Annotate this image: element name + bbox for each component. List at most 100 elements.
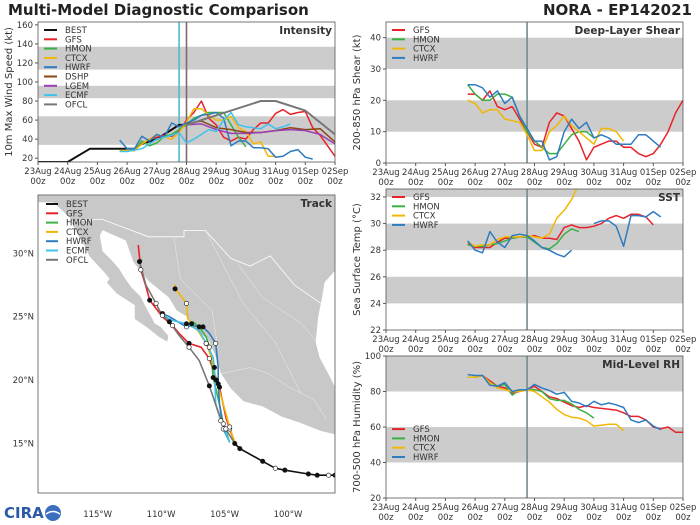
- land-mexico-us: [38, 195, 335, 436]
- series-line-hmon: [467, 84, 595, 155]
- x-tick-hour: 00z: [298, 177, 314, 187]
- series-line-hwrf: [467, 373, 662, 431]
- panel-title: Mid-Level RH: [602, 359, 680, 371]
- panel-rh: 2040608010023Aug00z24Aug00z25Aug00z26Aug…: [352, 352, 696, 523]
- track-marker-gfs: [138, 267, 144, 273]
- x-tick-hour: 00z: [408, 513, 424, 523]
- y-tick-label: 20: [370, 96, 381, 106]
- y-tick-label: 60: [370, 423, 381, 433]
- storm-title: NORA - EP142021: [543, 1, 692, 19]
- track-marker-gfs: [147, 297, 153, 303]
- y-tick-label: 32: [370, 193, 381, 203]
- track-marker-ctcx: [189, 321, 195, 327]
- panel-title: Deep-Layer Shear: [574, 25, 680, 37]
- x-tick-date: 30Aug: [580, 168, 607, 178]
- legend-label: HMON: [413, 434, 440, 444]
- series-line-hwrf: [119, 111, 313, 160]
- track-line-ofcl: [138, 259, 236, 444]
- x-tick-hour: 00z: [616, 513, 632, 523]
- state-border: [220, 367, 327, 419]
- legend-label: CTCX: [413, 212, 436, 222]
- x-tick-hour: 00z: [675, 178, 691, 188]
- y-tick-label: 26: [370, 273, 381, 283]
- x-tick-date: 26Aug: [461, 168, 488, 178]
- threshold-band: [386, 100, 683, 132]
- track-marker-best: [305, 471, 311, 477]
- x-tick-date: 27Aug: [143, 167, 170, 177]
- y-tick-label: 24: [370, 299, 381, 309]
- x-tick-date: 30Aug: [232, 167, 259, 177]
- track-marker-ecmf: [218, 418, 224, 424]
- y-tick-label: 10: [370, 128, 381, 138]
- y-axis-label: 10m Max Wind Speed (kt): [4, 27, 15, 157]
- x-tick-date: 31Aug: [610, 503, 637, 513]
- x-tick-date: 29Aug: [202, 167, 229, 177]
- legend-label: HWRF: [66, 237, 92, 247]
- x-tick-date: 26Aug: [113, 167, 140, 177]
- series-line-lgem: [186, 123, 335, 145]
- legend-label: ECMF: [65, 91, 89, 101]
- legend-label: LGEM: [65, 82, 89, 92]
- track-marker-best: [314, 472, 320, 478]
- series-line-hwrf: [467, 210, 662, 258]
- track-marker-hwrf: [213, 340, 219, 346]
- series-line-hwrf: [467, 83, 662, 161]
- x-tick-date: 25Aug: [432, 168, 459, 178]
- legend-label: GFS: [65, 35, 82, 45]
- legend-label: HMON: [65, 45, 92, 55]
- x-tick-date: 02Sep: [670, 503, 697, 513]
- track-marker-best: [272, 465, 278, 471]
- x-tick-hour: 00z: [675, 513, 691, 523]
- x-tick-hour: 00z: [675, 345, 691, 355]
- x-tick-hour: 00z: [527, 345, 543, 355]
- x-tick-hour: 00z: [646, 178, 662, 188]
- x-tick-date: 02Sep: [322, 167, 349, 177]
- x-tick-hour: 00z: [119, 177, 135, 187]
- cira-logo-wave: [45, 510, 61, 515]
- track-marker-gfs: [206, 356, 212, 362]
- x-tick-date: 31Aug: [262, 167, 289, 177]
- panel-title: Intensity: [279, 25, 332, 37]
- track-marker-best: [326, 472, 332, 478]
- series-line-ecmf: [119, 111, 291, 153]
- x-tick-hour: 00z: [586, 345, 602, 355]
- x-tick-date: 26Aug: [461, 503, 488, 513]
- track-line-hwrf: [162, 312, 231, 443]
- y-tick-label: 40: [22, 135, 33, 145]
- track-marker-best: [237, 446, 243, 452]
- x-tick-date: 01Sep: [292, 167, 319, 177]
- track-marker-gfs: [170, 323, 176, 329]
- panel-title: Track: [301, 198, 333, 210]
- y-tick-label: 40: [370, 34, 381, 44]
- x-tick-hour: 00z: [586, 178, 602, 188]
- track-marker-hmon: [206, 344, 212, 350]
- y-tick-label: 28: [370, 246, 381, 256]
- x-tick-date: 23Aug: [372, 503, 399, 513]
- x-tick-date: 30Aug: [580, 335, 607, 345]
- x-tick-hour: 00z: [238, 177, 254, 187]
- x-tick-date: 24Aug: [402, 503, 429, 513]
- track-marker-ofcl: [206, 383, 212, 389]
- x-tick-hour: 00z: [527, 513, 543, 523]
- y-tick-label: 80: [370, 388, 381, 398]
- x-tick-hour: 00z: [467, 513, 483, 523]
- state-border: [205, 230, 301, 393]
- y-tick-label: 30: [370, 220, 381, 230]
- x-tick-hour: 00z: [646, 345, 662, 355]
- legend-label: CTCX: [65, 54, 88, 64]
- x-tick-hour: 00z: [497, 513, 513, 523]
- legend-label: HWRF: [413, 453, 439, 463]
- plot-area: [386, 189, 683, 330]
- y-tick-label: 40: [370, 459, 381, 469]
- x-tick-hour: 00z: [497, 345, 513, 355]
- legend-label: HMON: [66, 219, 93, 229]
- panel-title: SST: [658, 192, 681, 204]
- threshold-band: [386, 276, 683, 304]
- x-tick-date: 27Aug: [491, 503, 518, 513]
- legend-label: GFS: [66, 209, 83, 219]
- x-tick-hour: 00z: [378, 513, 394, 523]
- threshold-band: [386, 189, 683, 197]
- map-frame: [37, 194, 336, 494]
- x-tick-hour: 00z: [408, 345, 424, 355]
